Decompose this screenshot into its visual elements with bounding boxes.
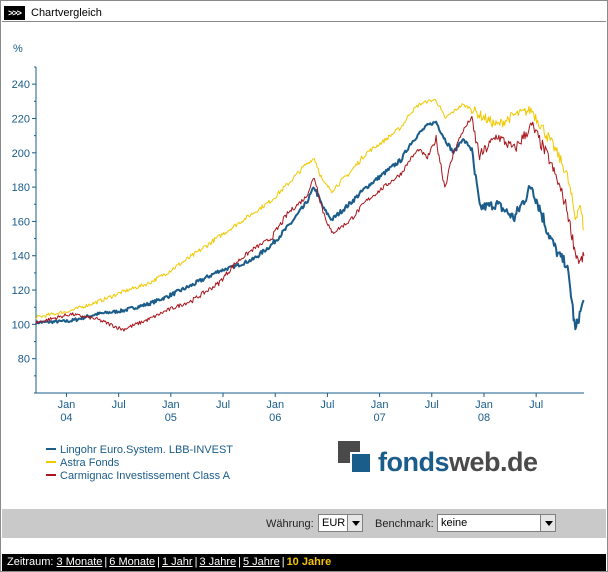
x-tick-label: Jul: [425, 399, 439, 411]
logo-square-front: [350, 452, 372, 474]
x-tick-label: Jul: [529, 399, 543, 411]
legend-item-carmignac: Carmignac Investissement Class A: [46, 470, 233, 483]
y-tick-label: 220: [12, 113, 30, 125]
x-tick-label: Jan: [475, 399, 493, 411]
separator: |: [281, 556, 285, 568]
x-tick-year-label: 07: [373, 412, 385, 424]
panel-header: >>> Chartvergleich: [2, 5, 606, 22]
x-tick-year-label: 06: [269, 412, 281, 424]
zeitraum-option-3-monate[interactable]: 3 Monate: [56, 556, 103, 568]
benchmark-select[interactable]: keine: [437, 514, 556, 532]
panel-title: Chartvergleich: [31, 7, 102, 19]
x-tick-year-label: 04: [60, 412, 72, 424]
x-tick-label: Jul: [320, 399, 334, 411]
x-tick-label: Jul: [216, 399, 230, 411]
waehrung-value: EUR: [322, 517, 346, 529]
y-tick-label: 160: [12, 216, 30, 228]
x-tick-year-label: 05: [165, 412, 177, 424]
x-tick-label: Jan: [266, 399, 284, 411]
zeitraum-bar: Zeitraum: 3 Monate | 6 Monate | 1 Jahr | 3 Jah…: [2, 554, 606, 571]
y-tick-label: 80: [18, 354, 30, 366]
x-tick-label: Jan: [58, 399, 76, 411]
separator: |: [238, 556, 241, 568]
logo-text-web: web.de: [449, 447, 538, 477]
chevron-down-icon[interactable]: [347, 515, 362, 531]
y-tick-label: 180: [12, 182, 30, 194]
logo-wordmark: fondsweb.de: [378, 447, 538, 478]
zeitraum-option-1-jahr[interactable]: 1 Jahr: [162, 556, 193, 568]
legend-item-lingohr: Lingohr Euro.System. LBB-INVEST: [46, 444, 233, 457]
zeitraum-option-6-monate[interactable]: 6 Monate: [109, 556, 156, 568]
y-tick-label: 140: [12, 251, 30, 263]
benchmark-value: keine: [441, 517, 468, 529]
y-axis-unit-label: %: [13, 43, 23, 55]
legend-swatch: [46, 474, 56, 477]
series-line-2: [35, 115, 585, 332]
y-tick-label: 100: [12, 319, 30, 331]
waehrung-select[interactable]: EUR: [318, 514, 363, 532]
chart-controls: Währung: EUR Benchmark: keine: [2, 509, 606, 538]
zeitraum-option-10-jahre[interactable]: 10 Jahre: [286, 556, 332, 568]
legend-swatch: [46, 448, 56, 451]
separator: |: [157, 556, 160, 568]
y-tick-label: 120: [12, 285, 30, 297]
zeitraum-label: Zeitraum:: [7, 556, 54, 568]
legend-swatch: [46, 461, 56, 464]
series-line-0: [35, 120, 585, 331]
benchmark-label: Benchmark:: [375, 518, 434, 530]
y-tick-label: 200: [12, 148, 30, 160]
separator: |: [104, 556, 108, 568]
legend-label: Carmignac Investissement Class A: [60, 470, 230, 482]
waehrung-label: Währung:: [266, 518, 314, 530]
x-tick-label: Jan: [371, 399, 389, 411]
header-marker: >>>: [4, 6, 25, 20]
zeitraum-option-3-jahre[interactable]: 3 Jahre: [199, 556, 237, 568]
series-line-1: [35, 98, 585, 320]
zeitraum-option-5-jahre[interactable]: 5 Jahre: [243, 556, 280, 568]
x-tick-label: Jul: [112, 399, 126, 411]
logo-text-fonds: fonds: [378, 447, 450, 477]
legend-item-astra: Astra Fonds: [46, 457, 233, 470]
separator: |: [194, 556, 198, 568]
chart-legend: Lingohr Euro.System. LBB-INVEST Astra Fo…: [46, 444, 233, 483]
legend-label: Lingohr Euro.System. LBB-INVEST: [60, 444, 234, 456]
x-tick-year-label: 08: [478, 412, 490, 424]
x-tick-label: Jan: [162, 399, 180, 411]
legend-label: Astra Fonds: [60, 457, 120, 469]
chevron-down-icon[interactable]: [540, 515, 555, 531]
y-tick-label: 240: [12, 79, 30, 91]
